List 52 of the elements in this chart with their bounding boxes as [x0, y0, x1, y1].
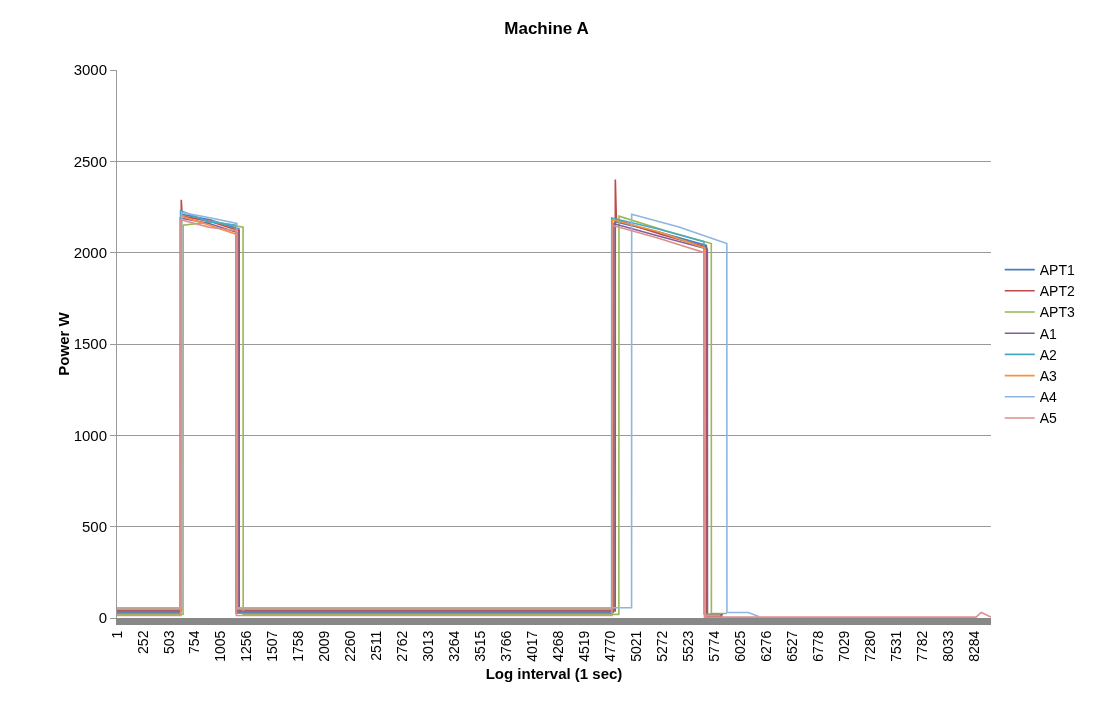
x-tick-label: 6276: [758, 630, 775, 662]
x-tick-label: 3515: [472, 630, 489, 662]
legend-label: APT3: [1039, 304, 1075, 321]
x-tick-label: 7029: [836, 630, 853, 662]
x-tick-label: 4519: [576, 630, 593, 662]
x-tick-label: 4268: [550, 630, 567, 662]
x-tick-label: 1005: [212, 630, 229, 662]
x-tick-label: 6025: [732, 630, 749, 662]
x-tick-label: 8284: [965, 630, 982, 662]
legend-label: APT1: [1039, 262, 1075, 279]
x-axis-title: Log interval (1 sec): [485, 665, 623, 682]
x-tick-label: 6527: [784, 630, 801, 662]
legend-label: A4: [1039, 389, 1058, 406]
x-tick-label: 754: [186, 630, 203, 654]
legend-label: APT2: [1039, 283, 1075, 300]
chart-title: Machine A: [504, 18, 589, 38]
x-tick-label: 5774: [706, 630, 723, 662]
x-tick-label: 7782: [914, 630, 931, 662]
x-tick-label: 2260: [342, 630, 359, 662]
y-tick-label: 500: [81, 517, 107, 535]
y-tick-label: 1500: [73, 335, 107, 353]
y-tick-label: 0: [98, 609, 107, 627]
y-tick-label: 2000: [73, 243, 107, 261]
x-tick-label: 503: [160, 630, 177, 654]
legend-label: A3: [1039, 368, 1058, 385]
x-tick-label: 4770: [602, 630, 619, 662]
x-tick-label: 7280: [862, 630, 879, 662]
y-tick-label: 3000: [73, 61, 107, 79]
x-tick-label: 252: [134, 630, 151, 654]
legend-label: A5: [1039, 410, 1058, 427]
x-tick-label: 1507: [264, 630, 281, 662]
x-tick-label: 5523: [680, 630, 697, 662]
y-tick-label: 1000: [73, 426, 107, 444]
x-tick-label: 8033: [940, 630, 956, 662]
x-tick-label: 3013: [420, 630, 437, 662]
x-tick-label: 3264: [446, 630, 463, 662]
x-tick-label: 2762: [394, 630, 411, 662]
x-tick-label: 2009: [316, 630, 333, 662]
x-tick-label: 4017: [524, 630, 541, 662]
x-tick-label: 1758: [290, 630, 307, 662]
x-tick-label: 1: [108, 630, 125, 639]
legend-label: A1: [1039, 325, 1058, 342]
y-axis-title: Power W: [54, 311, 72, 376]
y-tick-label: 2500: [73, 152, 107, 170]
x-tick-label: 1256: [238, 630, 255, 662]
x-tick-label: 7531: [888, 630, 905, 662]
legend-label: A2: [1039, 346, 1058, 363]
x-tick-label: 5272: [654, 630, 671, 662]
x-tick-label: 2511: [368, 630, 385, 661]
x-tick-label: 6778: [810, 630, 827, 662]
x-tick-label: 3766: [498, 630, 515, 662]
x-tick-label: 5021: [628, 630, 645, 662]
